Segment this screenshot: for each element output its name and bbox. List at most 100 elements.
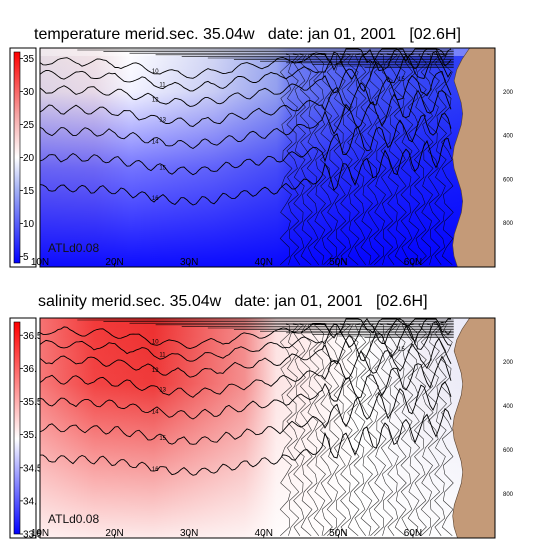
salinity-contour-line (340, 323, 353, 536)
temperature-contour-line (340, 53, 353, 265)
salinity-contour-line (353, 323, 367, 536)
salinity-contour-line (40, 355, 452, 420)
temperature-contour-line (279, 53, 293, 266)
temperature-contour-line (320, 53, 333, 265)
salinity-contour-line (393, 323, 407, 537)
temperature-contour-line (40, 137, 452, 206)
temperature-contour-line (393, 53, 407, 266)
salinity-contour-line (420, 323, 434, 536)
temperature-depth-tick-label: 400 (503, 134, 514, 140)
temperature-title: temperature merid.sec. 35.04w date: jan … (34, 26, 461, 43)
temperature-contour-label: 15 (159, 166, 166, 172)
salinity-contour-line (440, 323, 454, 537)
salinity-contour-line (320, 323, 333, 536)
salinity-depth-tick-label: 200 (503, 360, 514, 366)
salinity-contour-line (279, 323, 293, 537)
salinity-x-tick-label: 40N (255, 528, 273, 539)
temperature-depth-tick-label: 600 (503, 177, 514, 183)
salinity-tag: ATLd0.08 (48, 512, 99, 526)
salinity-contour-line (434, 323, 447, 536)
temperature-contour-line (40, 50, 452, 107)
salinity-depth-tick-label: 600 (503, 448, 514, 454)
temperature-contour-line (326, 53, 340, 265)
salinity-contour-line (40, 318, 451, 349)
temperature-contour-line (40, 70, 452, 127)
salinity-contour-label: 16 (152, 467, 159, 473)
temperature-contour-line (407, 53, 421, 265)
temperature-tag: ATLd0.08 (48, 241, 99, 255)
salinity-contour-line (40, 318, 452, 362)
salinity-colorbar-tick-label: 36.5 (23, 331, 43, 342)
temperature-colorbar-tick-label: 15 (23, 186, 35, 197)
salinity-contour-label: 13 (159, 388, 166, 394)
temperature-depth-tick-label: 200 (503, 90, 514, 96)
temperature-contour-line (346, 53, 360, 266)
salinity-depth-tick-label: 400 (503, 404, 514, 410)
salinity-field-depth-shading (40, 318, 495, 538)
temperature-contour-line (387, 53, 400, 265)
temperature-contour-label: 16 (152, 196, 159, 202)
salinity-colorbar-tick-label: 35.5 (23, 397, 43, 408)
temperature-contour-line (434, 53, 447, 265)
salinity-contour-line (367, 323, 380, 536)
temperature-contour-line (400, 53, 414, 265)
salinity-contour-line (313, 323, 327, 536)
temperature-x-tick-label: 30N (180, 257, 198, 268)
temperature-contour-line (360, 53, 374, 265)
salinity-x-tick-label: 10N (31, 528, 49, 539)
salinity-x-tick-label: 30N (180, 528, 198, 539)
temperature-contour-line (414, 53, 427, 265)
salinity-colorbar-tick-label: 34.5 (23, 463, 43, 474)
temperature-panel: temperature merid.sec. 35.04w date: jan … (9, 26, 514, 268)
salinity-contour-line (346, 323, 360, 537)
temperature-contour-line (293, 53, 306, 265)
temperature-colorbar: 35 30 25 20 15 10 5 (9, 47, 37, 268)
salinity-contour-label: 11 (159, 353, 166, 359)
salinity-colorbar-tick-label: 36. (23, 364, 37, 375)
salinity-contour-line (380, 323, 394, 536)
salinity-contours: 10 11 12 13 14 15 16 15 (40, 318, 454, 537)
salinity-contour-label: 15 (159, 436, 166, 442)
salinity-contour-line (40, 337, 452, 398)
temperature-plot: 10 11 12 13 14 15 16 15 10N 20N 30N 40N 50N 60N 200 4… (31, 47, 514, 268)
temperature-contour-line (353, 53, 367, 265)
temperature-contour-line (40, 48, 452, 92)
salinity-contour-line (333, 323, 347, 536)
salinity-contour-line (299, 323, 313, 537)
salinity-contour-line (427, 323, 441, 536)
salinity-contour-line (293, 323, 306, 536)
temperature-colorbar-tick-label: 25 (23, 120, 35, 131)
temperature-depth-tick-label: 800 (503, 221, 514, 227)
temperature-colorbar-tick-label: 35 (23, 54, 35, 65)
temperature-colorbar-tick-label: 10 (23, 219, 35, 230)
temperature-contour-line (380, 53, 394, 265)
temperature-colorbar-tick-label: 5 (23, 252, 29, 263)
temperature-field-depth-shading (40, 48, 495, 267)
temperature-x-tick-label: 20N (105, 257, 123, 268)
salinity-contour-line (326, 323, 340, 536)
temperature-contour-line (306, 53, 320, 265)
salinity-contour-line (360, 323, 374, 536)
temperature-contour-line (40, 48, 452, 79)
salinity-contour-line (40, 381, 452, 445)
salinity-contour-line (400, 323, 414, 536)
salinity-contour-label: 14 (152, 410, 159, 416)
temperature-contour-line (427, 53, 441, 265)
salinity-colorbar-tick-label: 33.5 (23, 530, 43, 541)
temperature-contour-label: 14 (152, 139, 159, 145)
temperature-contour-line (440, 53, 454, 266)
temperature-contour-label: 13 (159, 117, 166, 123)
temperature-colorbar-tick-label: 20 (23, 153, 35, 164)
temperature-colorbar-gradient (13, 51, 21, 264)
temperature-contour-line (286, 53, 300, 265)
temperature-colorbar-tick-label: 30 (23, 87, 35, 98)
salinity-title: salinity merid.sec. 35.04w date: jan 01,… (38, 293, 428, 310)
salinity-plot: 10 11 12 13 14 15 16 15 10N 20N 30N 40N 50N 60N 200 4… (31, 317, 514, 539)
salinity-contour-line (407, 323, 421, 536)
temperature-contour-line (40, 89, 452, 150)
salinity-colorbar-gradient (13, 321, 21, 535)
salinity-x-tick-label: 50N (329, 528, 347, 539)
temperature-x-tick-label: 40N (255, 257, 273, 268)
salinity-contour-line (414, 323, 427, 536)
